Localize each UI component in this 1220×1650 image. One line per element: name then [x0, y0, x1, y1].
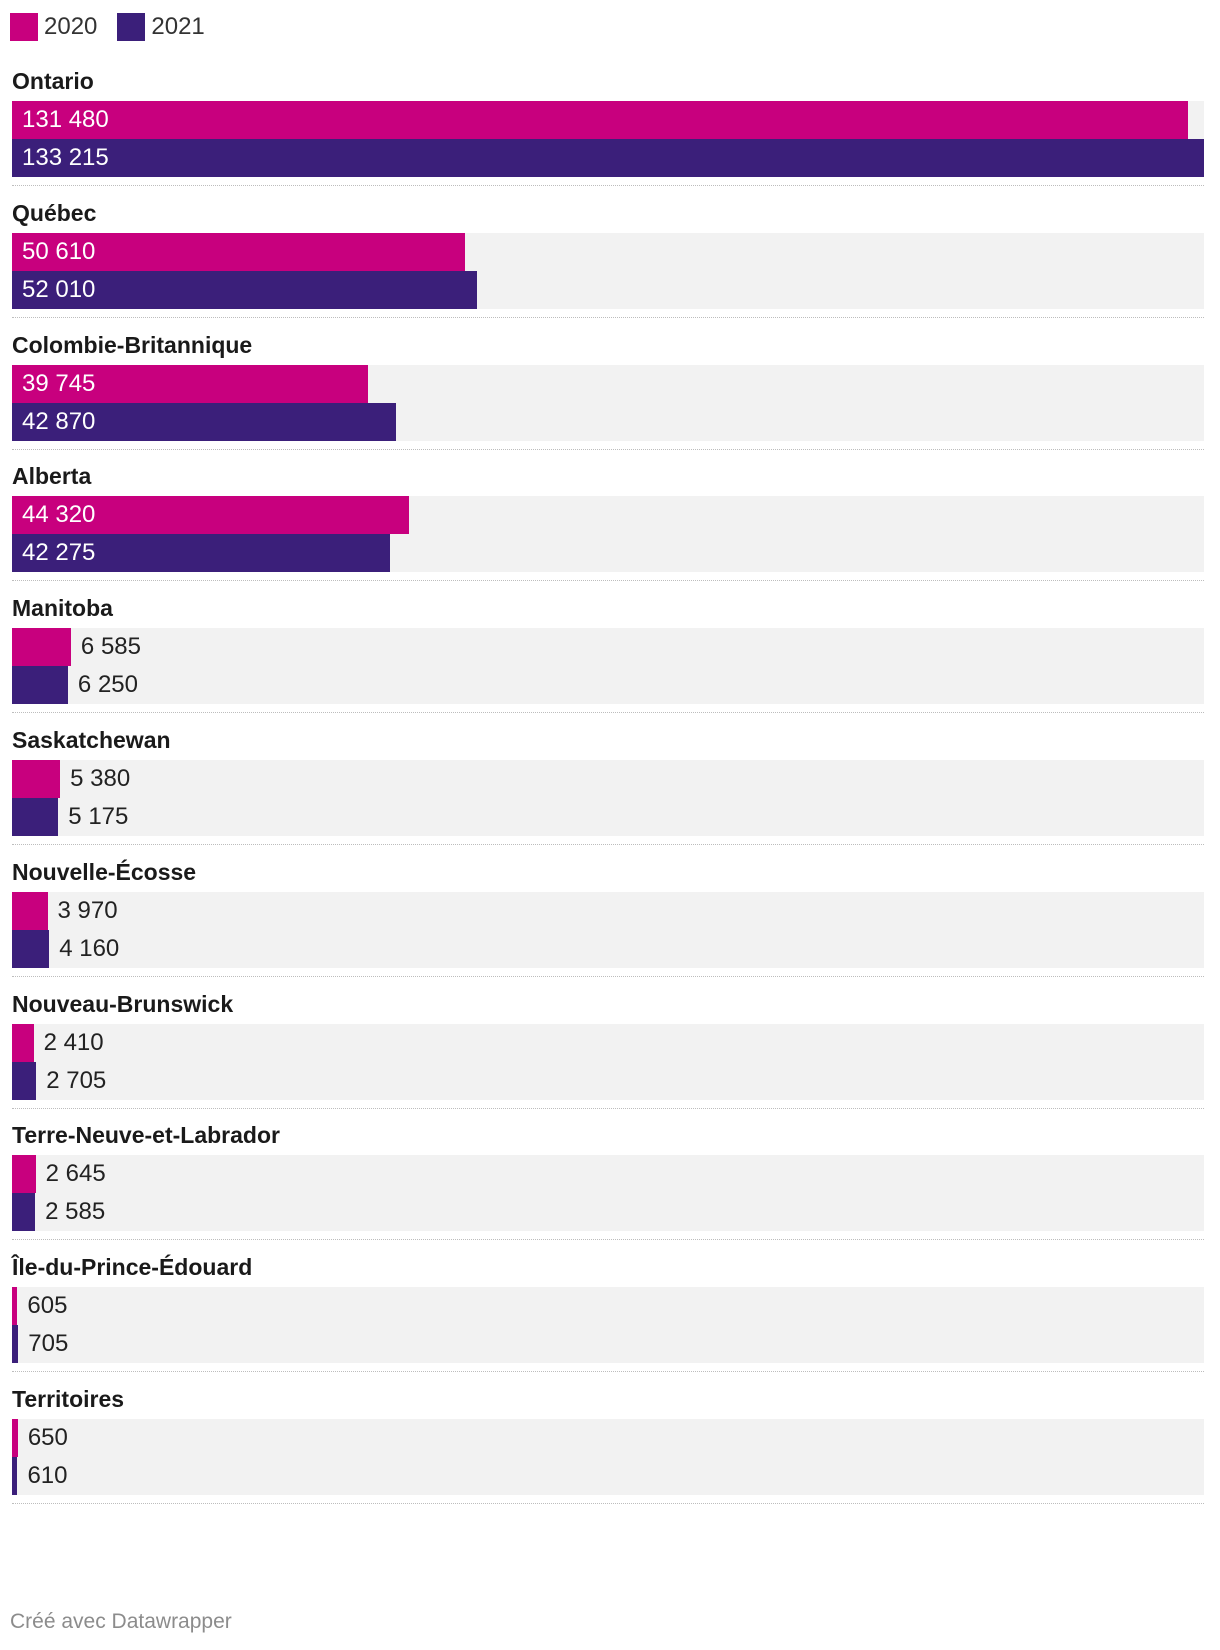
bar-territoires-2021 [12, 1457, 18, 1495]
value-label-manitoba-2021: 6 250 [77, 671, 138, 698]
legend-label-2020: 2020 [44, 13, 98, 40]
bar-track-manitoba [12, 628, 1204, 704]
bar-track-territoires [12, 1419, 1204, 1495]
legend-item-2020: 2020 [10, 13, 97, 41]
category-label-nouveau-brunswick: Nouveau-Brunswick [12, 991, 234, 1017]
bar-terre-neuve-et-labrador-2020 [12, 1155, 36, 1193]
category-label-terre-neuve-et-labrador: Terre-Neuve-et-Labrador [12, 1122, 280, 1148]
value-label-ontario-2021: 133 215 [22, 144, 109, 171]
bar-saskatchewan-2021 [12, 798, 59, 836]
value-label-nouveau-brunswick-2020: 2 410 [43, 1029, 104, 1056]
value-label-quebec-2021: 52 010 [22, 276, 96, 303]
footer-credit: Créé avec Datawrapper [10, 1610, 232, 1633]
bar-ile-du-prince-edouard-2021 [12, 1325, 19, 1363]
value-label-alberta-2021: 42 275 [22, 539, 96, 566]
value-label-territoires-2021: 610 [27, 1462, 68, 1489]
bar-nouveau-brunswick-2021 [12, 1062, 37, 1100]
category-label-quebec: Québec [12, 200, 97, 226]
bar-nouvelle-ecosse-2020 [12, 892, 48, 930]
value-label-nouvelle-ecosse-2021: 4 160 [59, 935, 120, 962]
bar-track-saskatchewan [12, 760, 1204, 836]
bar-ontario-2021 [12, 139, 1204, 177]
row-divider [12, 1503, 1204, 1504]
bar-colombie-britannique-2021 [12, 403, 396, 441]
row-divider [12, 1371, 1204, 1372]
value-label-ile-du-prince-edouard-2020: 605 [27, 1292, 68, 1319]
category-label-alberta: Alberta [12, 463, 92, 489]
bar-alberta-2020 [12, 496, 409, 534]
bar-ontario-2020 [12, 101, 1189, 139]
legend-swatch-2021 [117, 13, 146, 41]
row-divider [12, 1108, 1204, 1109]
row-divider [12, 844, 1204, 845]
value-label-colombie-britannique-2021: 42 870 [22, 408, 96, 435]
value-label-alberta-2020: 44 320 [22, 501, 96, 528]
row-divider [12, 712, 1204, 713]
legend-label-2021: 2021 [151, 13, 205, 40]
bar-territoires-2020 [12, 1419, 18, 1457]
bar-terre-neuve-et-labrador-2021 [12, 1193, 36, 1231]
category-label-ile-du-prince-edouard: Île-du-Prince-Édouard [12, 1254, 253, 1280]
value-label-saskatchewan-2020: 5 380 [70, 765, 131, 792]
category-label-colombie-britannique: Colombie-Britannique [12, 332, 253, 358]
legend-item-2021: 2021 [117, 13, 205, 41]
category-label-territoires: Territoires [12, 1386, 125, 1412]
category-label-nouvelle-ecosse: Nouvelle-Écosse [12, 859, 197, 885]
bar-quebec-2020 [12, 233, 465, 271]
bar-track-terre-neuve-et-labrador [12, 1155, 1204, 1231]
value-label-terre-neuve-et-labrador-2021: 2 585 [45, 1198, 106, 1225]
bar-quebec-2021 [12, 271, 478, 309]
bar-nouveau-brunswick-2020 [12, 1024, 34, 1062]
row-divider [12, 1239, 1204, 1240]
row-divider [12, 317, 1204, 318]
value-label-quebec-2020: 50 610 [22, 238, 96, 265]
row-divider [12, 185, 1204, 186]
category-label-ontario: Ontario [12, 68, 94, 94]
row-divider [12, 449, 1204, 450]
value-label-manitoba-2020: 6 585 [80, 633, 141, 660]
category-label-saskatchewan: Saskatchewan [12, 727, 171, 753]
value-label-saskatchewan-2021: 5 175 [68, 803, 129, 830]
bar-nouvelle-ecosse-2021 [12, 930, 50, 968]
bar-manitoba-2020 [12, 628, 71, 666]
bar-track-nouvelle-ecosse [12, 892, 1204, 968]
value-label-terre-neuve-et-labrador-2020: 2 645 [45, 1160, 106, 1187]
legend: 2020 2021 [10, 12, 225, 42]
row-divider [12, 580, 1204, 581]
bar-manitoba-2021 [12, 666, 68, 704]
legend-swatch-2020 [10, 13, 38, 41]
bar-colombie-britannique-2020 [12, 365, 368, 403]
bar-saskatchewan-2020 [12, 760, 61, 798]
value-label-ile-du-prince-edouard-2021: 705 [28, 1330, 69, 1357]
value-label-colombie-britannique-2020: 39 745 [22, 370, 96, 397]
bar-track-ile-du-prince-edouard [12, 1287, 1204, 1363]
category-label-manitoba: Manitoba [12, 595, 113, 621]
value-label-territoires-2020: 650 [27, 1424, 68, 1451]
value-label-nouvelle-ecosse-2020: 3 970 [57, 897, 118, 924]
bar-track-nouveau-brunswick [12, 1024, 1204, 1100]
value-label-nouveau-brunswick-2021: 2 705 [46, 1067, 107, 1094]
row-divider [12, 976, 1204, 977]
bar-ile-du-prince-edouard-2020 [12, 1287, 18, 1325]
value-label-ontario-2020: 131 480 [22, 106, 109, 133]
bar-alberta-2021 [12, 534, 391, 572]
